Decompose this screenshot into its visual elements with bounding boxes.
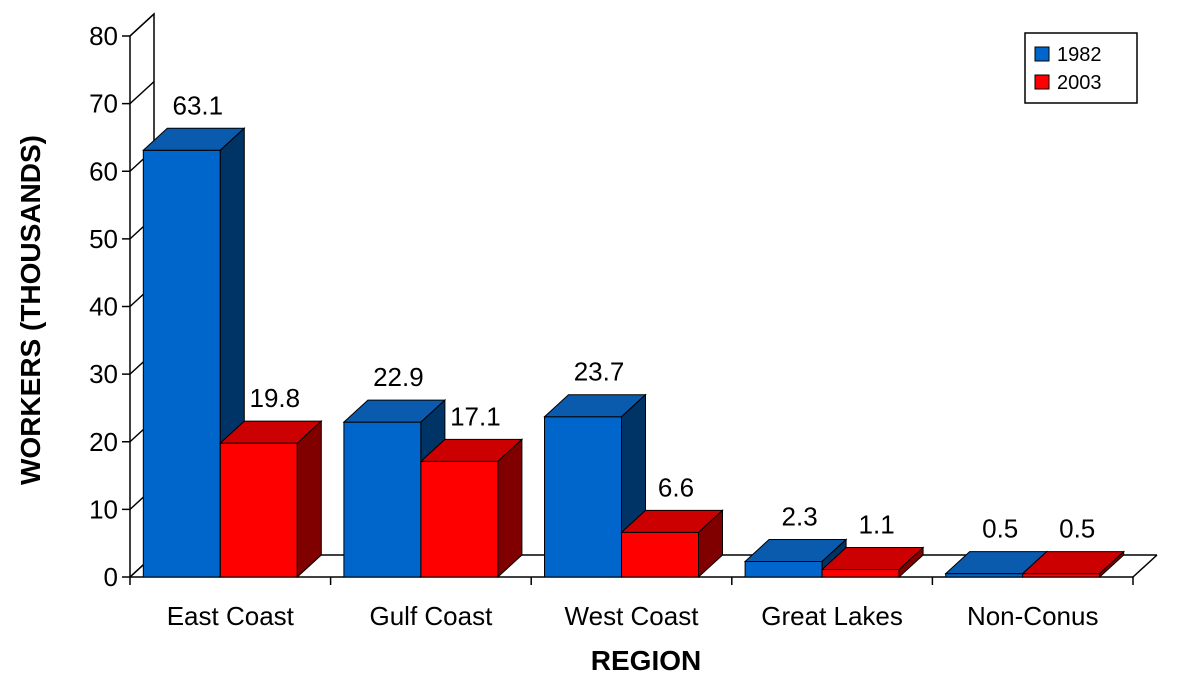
y-axis: 0 10 20 30 40 50 60 70 80 [89, 13, 155, 592]
x-category-label: Gulf Coast [369, 601, 493, 631]
y-tick-label: 50 [89, 224, 118, 254]
bar-2003 [620, 509, 724, 579]
data-label: 19.8 [249, 383, 300, 413]
bar-front [343, 421, 422, 578]
bar-front [821, 569, 900, 578]
x-category-label: Non-Conus [967, 601, 1099, 631]
data-label: 23.7 [574, 357, 625, 387]
bar-front [945, 573, 1024, 578]
x-axis: East Coast Gulf Coast West Coast Great Lake… [129, 576, 1134, 631]
bar-front [142, 149, 221, 578]
data-label: 22.9 [373, 362, 424, 392]
y-tick-label: 10 [89, 494, 118, 524]
y-tick-label: 70 [89, 89, 118, 119]
y-tick-label: 80 [89, 21, 118, 51]
data-label: 63.1 [172, 90, 223, 120]
floor-edge-right [1132, 554, 1158, 578]
legend-box [1024, 32, 1138, 104]
bar-front [219, 442, 298, 578]
y-tick-label: 20 [89, 427, 118, 457]
data-labels: 63.1 19.8 22.9 17.1 23.7 6.6 2.3 1.1 0.5 0.5 [172, 90, 1095, 543]
bar-2003 [219, 419, 323, 579]
bar-front [420, 460, 499, 578]
bars [142, 127, 1125, 579]
bar-side [1099, 550, 1125, 579]
bar-side [296, 419, 322, 579]
y-tick-depth [129, 13, 155, 37]
data-label: 0.5 [1059, 514, 1095, 544]
y-tick-depth [129, 81, 155, 105]
y-tick-label: 40 [89, 292, 118, 322]
bar-side [898, 546, 924, 579]
y-tick-label: 0 [104, 562, 118, 592]
legend-label: 2003 [1057, 72, 1102, 94]
bar-side [698, 509, 723, 579]
y-axis-title: WORKERS (THOUSANDS) [15, 135, 46, 485]
bar-front [544, 416, 622, 578]
x-axis-title: REGION [591, 645, 701, 676]
data-label: 1.1 [859, 510, 895, 540]
x-category-label: West Coast [565, 601, 700, 631]
legend-label: 1982 [1057, 44, 1102, 66]
legend-swatch [1034, 46, 1050, 62]
bar-front [1022, 573, 1101, 578]
data-label: 17.1 [450, 401, 501, 431]
data-label: 0.5 [982, 514, 1018, 544]
bar-front [744, 560, 823, 578]
bar-2003 [1021, 550, 1125, 579]
bar-front [621, 531, 699, 578]
y-tick-label: 60 [89, 156, 118, 186]
x-category-label: Great Lakes [761, 601, 903, 631]
y-tick-label: 30 [89, 359, 118, 389]
legend-swatch [1034, 74, 1050, 90]
bar-1982 [743, 538, 848, 579]
x-category-label: East Coast [167, 601, 295, 631]
data-label: 6.6 [658, 472, 694, 502]
legend: 1982 2003 [1024, 32, 1138, 104]
bar-side [497, 438, 523, 579]
bar-2003 [820, 546, 925, 579]
bar-1982 [342, 399, 447, 579]
data-label: 2.3 [782, 501, 818, 531]
bar-2003 [419, 438, 524, 579]
